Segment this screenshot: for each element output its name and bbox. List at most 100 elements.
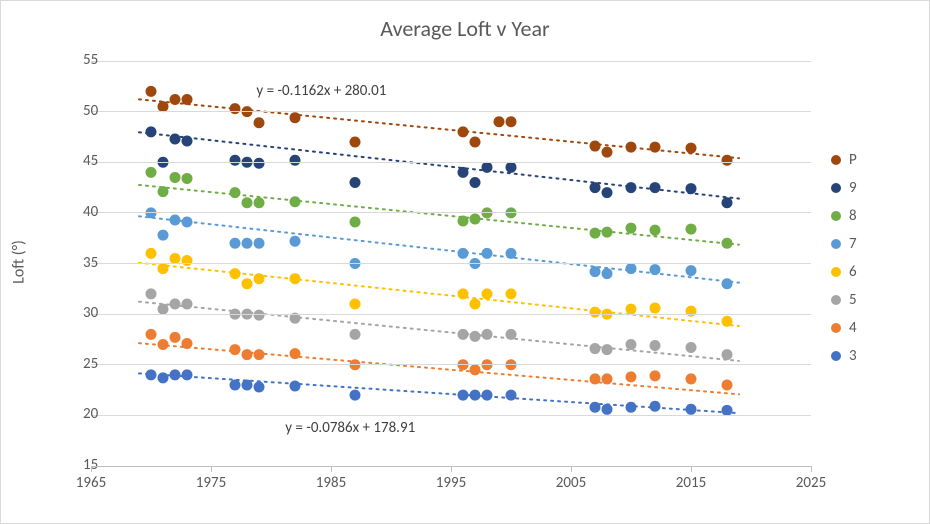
point-P (254, 117, 265, 128)
point-6 (182, 255, 193, 266)
legend-label: P (849, 151, 857, 169)
point-4 (230, 344, 241, 355)
point-4 (242, 349, 253, 360)
point-7 (650, 264, 661, 275)
x-tick-label: 1965 (76, 474, 106, 492)
point-5 (650, 340, 661, 351)
point-P (458, 126, 469, 137)
equation-annotation-0: y = -0.1162x + 280.01 (256, 82, 386, 100)
trendline-5 (139, 302, 739, 361)
point-3 (686, 404, 697, 415)
legend-dot-icon (831, 155, 841, 165)
point-5 (590, 343, 601, 354)
legend-dot-icon (831, 183, 841, 193)
y-axis-label: Loft (°) (10, 240, 29, 284)
point-8 (590, 228, 601, 239)
x-tick (331, 466, 332, 472)
legend-label: 7 (849, 235, 857, 253)
point-5 (146, 288, 157, 299)
point-5 (602, 344, 613, 355)
legend-label: 5 (849, 291, 857, 309)
point-4 (158, 339, 169, 350)
point-9 (350, 177, 361, 188)
gridline-y (91, 61, 811, 62)
point-7 (158, 230, 169, 241)
legend-label: 4 (849, 319, 857, 337)
point-P (494, 116, 505, 127)
x-tick (571, 466, 572, 472)
legend-label: 8 (849, 207, 857, 225)
point-5 (470, 331, 481, 342)
point-6 (470, 299, 481, 310)
legend: P9876543 (831, 151, 857, 375)
point-8 (458, 215, 469, 226)
point-7 (722, 278, 733, 289)
point-4 (686, 373, 697, 384)
legend-label: 3 (849, 347, 857, 365)
point-5 (506, 329, 517, 340)
point-6 (590, 307, 601, 318)
point-7 (170, 214, 181, 225)
point-4 (182, 338, 193, 349)
point-8 (182, 173, 193, 184)
point-P (602, 147, 613, 158)
x-axis-line (91, 466, 811, 467)
legend-dot-icon (831, 267, 841, 277)
gridline-y (91, 162, 811, 163)
point-6 (290, 273, 301, 284)
point-3 (650, 401, 661, 412)
point-9 (722, 197, 733, 208)
point-9 (170, 133, 181, 144)
point-8 (350, 216, 361, 227)
point-8 (230, 187, 241, 198)
gridline-y (91, 212, 811, 213)
legend-dot-icon (831, 211, 841, 221)
legend-label: 9 (849, 179, 857, 197)
point-5 (482, 329, 493, 340)
legend-item-5: 5 (831, 291, 857, 309)
point-6 (506, 288, 517, 299)
point-9 (650, 182, 661, 193)
trendline-3 (139, 373, 739, 413)
point-5 (686, 342, 697, 353)
point-9 (626, 182, 637, 193)
point-4 (146, 329, 157, 340)
point-9 (230, 155, 241, 166)
point-P (722, 155, 733, 166)
x-tick-label: 1995 (436, 474, 466, 492)
point-8 (242, 197, 253, 208)
point-9 (686, 183, 697, 194)
point-4 (470, 364, 481, 375)
point-3 (146, 369, 157, 380)
point-5 (254, 310, 265, 321)
point-4 (722, 380, 733, 391)
point-9 (506, 162, 517, 173)
point-3 (350, 390, 361, 401)
point-6 (722, 316, 733, 327)
point-3 (482, 390, 493, 401)
gridline-y (91, 111, 811, 112)
point-7 (602, 268, 613, 279)
chart-title: Average Loft v Year (1, 15, 929, 42)
legend-dot-icon (831, 295, 841, 305)
point-8 (626, 223, 637, 234)
point-P (650, 142, 661, 153)
point-P (170, 94, 181, 105)
point-4 (290, 348, 301, 359)
point-5 (350, 329, 361, 340)
trendline-4 (139, 343, 739, 394)
legend-item-P: P (831, 151, 857, 169)
point-7 (254, 238, 265, 249)
legend-item-3: 3 (831, 347, 857, 365)
x-tick (91, 466, 92, 472)
point-8 (290, 196, 301, 207)
point-9 (602, 187, 613, 198)
point-9 (290, 155, 301, 166)
legend-dot-icon (831, 351, 841, 361)
point-3 (590, 402, 601, 413)
point-7 (686, 265, 697, 276)
gridline-y (91, 364, 811, 365)
point-3 (242, 380, 253, 391)
point-8 (686, 224, 697, 235)
point-4 (254, 349, 265, 360)
